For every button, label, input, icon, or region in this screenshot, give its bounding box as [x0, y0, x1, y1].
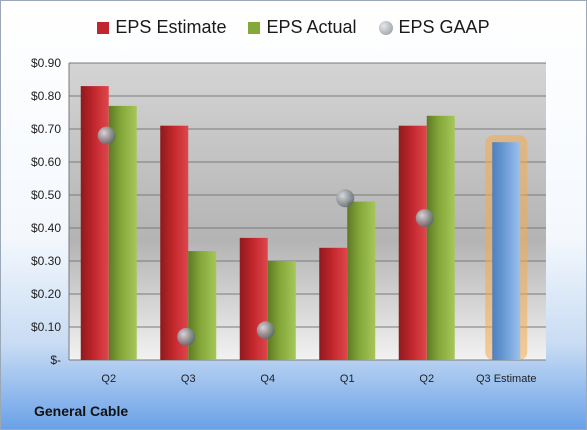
legend-label-actual: EPS Actual [266, 17, 357, 37]
legend-label-gaap: EPS GAAP [398, 17, 490, 37]
bar-eps-actual [426, 115, 455, 360]
bar-eps-actual [188, 251, 217, 360]
x-tick-label: Q3 [181, 373, 196, 385]
y-tick-label: $0.90 [31, 56, 61, 70]
x-tick-label: Q2 [419, 373, 434, 385]
y-tick-label: $0.30 [31, 254, 61, 268]
bar-eps-actual [108, 105, 137, 361]
y-tick-label: $0.70 [31, 122, 61, 136]
legend-item-gaap: EPS GAAP [378, 17, 490, 38]
y-tick-label: $0.20 [31, 287, 61, 301]
point-eps-gaap [177, 327, 196, 346]
legend-label-estimate: EPS Estimate [115, 17, 227, 37]
point-eps-gaap [256, 321, 275, 340]
legend-item-estimate: EPS Estimate [97, 17, 226, 38]
x-tick-label: Q3 Estimate [476, 373, 537, 385]
y-tick-label: $0.40 [31, 221, 61, 235]
bar-eps-actual [347, 201, 376, 360]
plot-area [69, 63, 546, 360]
bar-eps-estimate [319, 247, 348, 360]
point-eps-gaap [97, 126, 116, 145]
company-name: General Cable [34, 403, 129, 419]
legend-item-actual: EPS Actual [248, 17, 357, 38]
bar-q3-estimate [492, 142, 521, 360]
point-eps-gaap [415, 209, 434, 228]
point-eps-gaap [336, 189, 355, 208]
x-tick-label: Q4 [260, 373, 275, 385]
x-tick-label: Q2 [101, 373, 116, 385]
x-tick-label: Q1 [340, 373, 355, 385]
y-tick-label: $0.50 [31, 188, 61, 202]
bar-eps-estimate [239, 237, 268, 360]
y-tick-label: $0.10 [31, 320, 61, 334]
legend-swatch-gaap [378, 20, 393, 35]
legend: EPS Estimate EPS Actual EPS GAAP [1, 17, 586, 38]
bar-eps-estimate [160, 125, 189, 360]
y-tick-label: $0.80 [31, 89, 61, 103]
legend-swatch-estimate [97, 21, 110, 34]
y-tick-label: $0.60 [31, 155, 61, 169]
bar-eps-estimate [398, 125, 427, 360]
y-tick-label: $- [50, 353, 61, 367]
bar-eps-actual [267, 261, 296, 360]
legend-swatch-actual [248, 21, 261, 34]
